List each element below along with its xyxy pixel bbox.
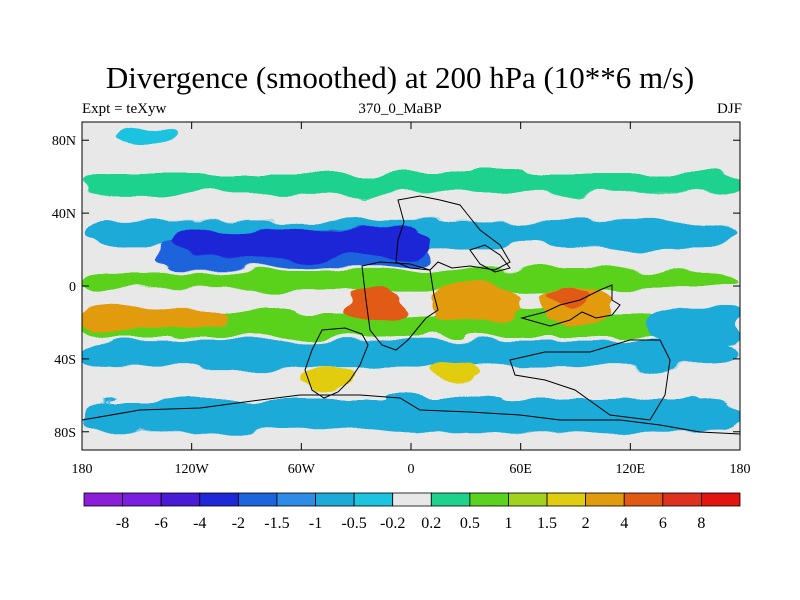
- x-tick-label-4: 60E: [509, 462, 532, 477]
- colorbar-box-9: [430, 492, 471, 507]
- field-region-12: [82, 340, 740, 367]
- colorbar-box-14: [623, 492, 664, 507]
- subtitle-season: DJF: [716, 101, 742, 117]
- colorbar-box-3: [199, 492, 239, 507]
- colorbar-box-6: [315, 492, 355, 507]
- colorbar-label-13: 4: [620, 515, 628, 532]
- colorbar-box-12: [546, 492, 587, 507]
- colorbar-label-5: -1: [309, 515, 322, 532]
- colorbar-label-10: 1: [504, 515, 512, 532]
- colorbar-box-8: [392, 492, 432, 507]
- coastline-antarctica: [82, 394, 740, 450]
- colorbar-box-0: [83, 492, 123, 507]
- field-region-13: [301, 366, 357, 389]
- field-region-14: [429, 362, 485, 381]
- colorbar-box-4: [237, 492, 278, 507]
- colorbar-label-3: -2: [232, 515, 245, 532]
- field-region-8: [429, 286, 521, 323]
- y-tick-label-0: 80N: [52, 134, 76, 149]
- colorbar-label-7: -0.2: [380, 515, 405, 532]
- colorbar-label-11: 1.5: [537, 515, 557, 532]
- colorbar-label-0: -8: [116, 515, 129, 532]
- field-region-5: [82, 271, 740, 290]
- colorbar-label-15: 8: [697, 515, 705, 532]
- colorbar-label-1: -6: [155, 515, 168, 532]
- field-region-7: [82, 307, 229, 330]
- colorbar-box-16: [701, 492, 741, 507]
- field-region-10: [347, 286, 402, 323]
- x-tick-label-0: 180: [72, 462, 93, 477]
- coastline-greenland: [469, 244, 511, 273]
- x-tick-label-2: 60W: [288, 462, 316, 477]
- colorbar-label-8: 0.2: [421, 515, 441, 532]
- field-region-0: [82, 173, 740, 195]
- colorbar-label-6: -0.5: [341, 515, 366, 532]
- y-tick-label-3: 40S: [54, 353, 76, 368]
- coastline-africa: [361, 261, 439, 351]
- coastline-eurasia: [395, 195, 511, 271]
- x-tick-label-3: 0: [408, 462, 415, 477]
- field-region-4: [173, 227, 430, 259]
- divergence-field: [82, 129, 740, 432]
- y-axis: 80N 40N 0 40S 80S: [52, 134, 740, 441]
- colorbar-label-2: -4: [193, 515, 206, 532]
- colorbar-box-15: [662, 492, 702, 507]
- subtitle-case: 370_0_MaBP: [358, 101, 442, 117]
- coastline-asia-south: [520, 284, 621, 327]
- colorbar-label-12: 2: [582, 515, 590, 532]
- colorbar-box-5: [276, 492, 316, 507]
- y-tick-label-1: 40N: [52, 207, 76, 222]
- field-region-15: [82, 398, 740, 432]
- colorbar-box-10: [469, 492, 509, 507]
- colorbar-box-13: [585, 492, 625, 507]
- chart-title: Divergence (smoothed) at 200 hPa (10**6 …: [105, 60, 695, 95]
- map-plot-area: [81, 121, 741, 451]
- colorbar-box-2: [160, 492, 201, 507]
- field-region-1: [118, 129, 174, 144]
- x-tick-label-6: 180: [730, 462, 751, 477]
- continent-outlines: [82, 195, 740, 450]
- x-axis: 180 120W 60W 0 60E 120E 180: [72, 122, 751, 477]
- field-region-16: [648, 304, 740, 345]
- colorbar-label-9: 0.5: [460, 515, 480, 532]
- y-tick-label-4: 80S: [54, 426, 76, 441]
- x-tick-label-1: 120W: [175, 462, 210, 477]
- x-tick-label-5: 120E: [616, 462, 646, 477]
- coastline-south-america: [304, 327, 369, 399]
- colorbar: -8 -6 -4 -2 -1.5 -1 -0.5 -0.2 0.2 0.5 1 1.5 2 4 6 8: [83, 492, 741, 532]
- colorbar-box-11: [508, 492, 548, 507]
- coastline-australia: [509, 339, 671, 421]
- colorbar-label-4: -1.5: [264, 515, 289, 532]
- colorbar-label-14: 6: [659, 515, 667, 532]
- field-region-11: [548, 286, 594, 305]
- y-tick-label-2: 0: [69, 280, 76, 295]
- colorbar-box-1: [122, 492, 162, 507]
- subtitle-experiment: Expt = teXyw: [82, 101, 167, 117]
- colorbar-box-7: [353, 492, 394, 507]
